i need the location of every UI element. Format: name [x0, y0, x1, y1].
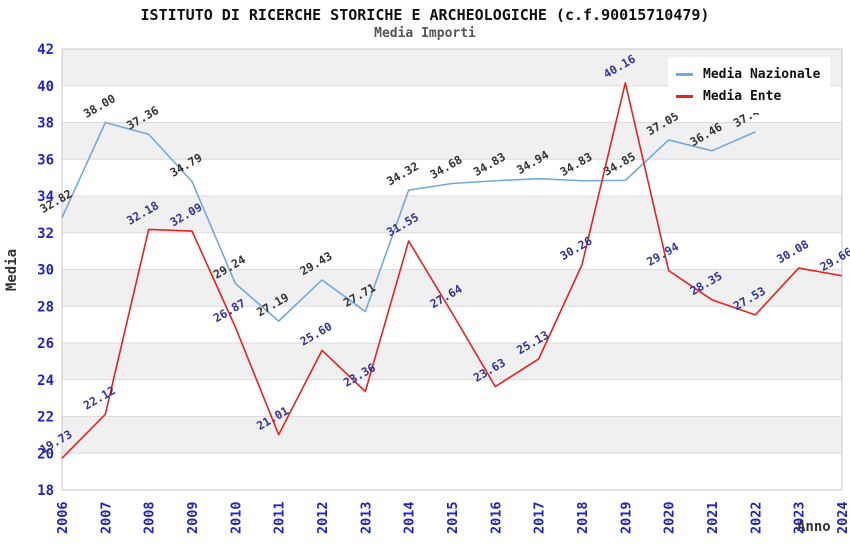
y-tick-label: 36	[37, 152, 54, 168]
y-tick-label: 34	[37, 189, 54, 205]
x-tick-label: 2013	[358, 501, 374, 534]
y-axis-title: Media	[4, 249, 20, 291]
chart-title: ISTITUTO DI RICERCHE STORICHE E ARCHEOLO…	[140, 6, 710, 24]
x-axis-title: Anno	[797, 519, 831, 535]
y-tick-label: 40	[37, 79, 54, 95]
legend-label: Media Ente	[703, 88, 782, 104]
x-tick-label: 2015	[445, 501, 461, 534]
grid-band	[62, 196, 842, 233]
legend-item-media-ente: Media Ente	[676, 85, 820, 107]
point-label: 30.08	[774, 237, 811, 266]
y-tick-label: 24	[37, 373, 54, 389]
x-tick-label: 2018	[575, 501, 591, 534]
point-label: 22.12	[81, 383, 118, 412]
series-line-media-nazionale	[61, 121, 756, 322]
y-tick-label: 30	[37, 263, 54, 279]
x-tick-label: 2021	[705, 501, 721, 534]
y-tick-label: 26	[37, 336, 54, 352]
grid-band	[62, 343, 842, 380]
x-tick-label: 2019	[618, 501, 634, 534]
x-tick-label: 2008	[142, 501, 158, 534]
grid-band	[62, 416, 842, 454]
y-tick-label: 18	[37, 483, 54, 499]
grid-band	[62, 122, 842, 160]
x-tick-label: 2017	[532, 501, 548, 534]
x-tick-label: 2020	[662, 501, 678, 534]
point-label: 34.32	[384, 159, 421, 188]
x-tick-label: 2009	[185, 501, 201, 534]
x-tick-label: 2022	[748, 501, 764, 534]
point-label: 38.00	[81, 91, 118, 120]
x-tick-label: 2011	[272, 501, 288, 534]
x-tick-label: 2010	[228, 501, 244, 534]
media-nazionale-line-swatch	[676, 72, 693, 76]
x-tick-label: 2024	[835, 501, 850, 534]
y-tick-label: 38	[37, 116, 54, 132]
plot-border	[61, 48, 843, 491]
y-tick-label: 42	[37, 42, 54, 58]
x-tick-label: 2007	[98, 501, 114, 534]
y-tick-label: 22	[37, 410, 54, 426]
legend-item-media-nazionale: Media Nazionale	[676, 63, 820, 85]
series-line-media-ente	[61, 82, 843, 459]
point-label: 30.26	[558, 234, 595, 263]
chart-subtitle: Media Importi	[374, 26, 476, 41]
chart-legend: Media Nazionale Media Ente	[668, 57, 831, 113]
x-tick-label: 2016	[488, 501, 504, 534]
x-tick-label: 2014	[402, 501, 418, 534]
y-tick-label: 32	[37, 226, 54, 242]
y-tick-label: 20	[37, 446, 54, 462]
y-tick-label: 28	[37, 299, 54, 315]
x-tick-label: 2012	[315, 501, 331, 534]
media-ente-line-swatch	[676, 94, 693, 98]
x-tick-label: 2006	[55, 501, 71, 534]
legend-label: Media Nazionale	[703, 66, 821, 82]
x-tick-label: 2023	[792, 501, 808, 534]
